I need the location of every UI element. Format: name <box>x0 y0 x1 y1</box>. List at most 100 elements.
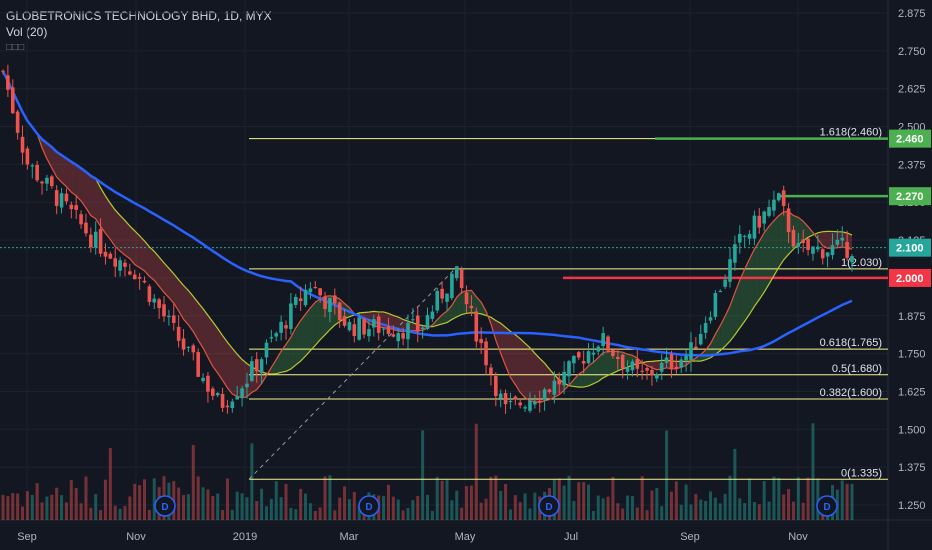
candle[interactable] <box>211 386 215 401</box>
candle[interactable] <box>298 286 303 311</box>
candle[interactable] <box>64 188 69 205</box>
candle[interactable] <box>279 315 283 341</box>
candle[interactable] <box>620 353 625 379</box>
candle[interactable] <box>430 305 435 322</box>
candle[interactable] <box>450 273 454 301</box>
candle[interactable] <box>220 387 225 412</box>
candle[interactable] <box>49 174 54 189</box>
candle[interactable] <box>586 343 591 365</box>
candle[interactable] <box>567 360 571 385</box>
fibonacci-retracement[interactable]: 1.618(2.460)1(2.030)0.618(1.765)0.5(1.68… <box>248 127 888 480</box>
candle[interactable] <box>718 289 723 293</box>
candle[interactable] <box>230 398 235 413</box>
candle[interactable] <box>308 282 313 300</box>
candle[interactable] <box>420 325 425 339</box>
candle[interactable] <box>816 235 820 253</box>
candle[interactable] <box>196 348 200 378</box>
candle[interactable] <box>328 297 332 323</box>
candle[interactable] <box>318 288 322 303</box>
candle[interactable] <box>635 349 640 378</box>
candle[interactable] <box>454 265 459 281</box>
candle[interactable] <box>459 266 464 294</box>
candle[interactable] <box>269 329 274 343</box>
candle[interactable] <box>191 343 196 361</box>
candle[interactable] <box>396 327 401 350</box>
candle[interactable] <box>259 357 264 384</box>
candle[interactable] <box>640 359 644 380</box>
candle[interactable] <box>362 317 366 339</box>
candle[interactable] <box>79 210 83 229</box>
candle[interactable] <box>464 285 469 313</box>
candle[interactable] <box>332 288 337 315</box>
candle[interactable] <box>757 207 762 234</box>
dividend-marker[interactable]: D <box>154 495 176 517</box>
candle[interactable] <box>20 125 25 165</box>
candle[interactable] <box>796 233 801 254</box>
candle[interactable] <box>494 372 498 407</box>
candles[interactable] <box>1 64 854 414</box>
candle[interactable] <box>596 345 601 356</box>
candle[interactable] <box>537 390 542 413</box>
candle[interactable] <box>347 319 352 332</box>
candle[interactable] <box>201 373 205 384</box>
candle[interactable] <box>767 199 771 218</box>
candle[interactable] <box>142 276 147 284</box>
candle[interactable] <box>152 294 157 310</box>
candle[interactable] <box>123 259 127 277</box>
candle[interactable] <box>503 389 508 414</box>
dividend-marker[interactable]: D <box>816 495 838 517</box>
candle[interactable] <box>337 301 342 328</box>
candle[interactable] <box>6 64 10 97</box>
candle[interactable] <box>572 355 576 373</box>
candle[interactable] <box>820 247 825 265</box>
candle[interactable] <box>415 307 420 343</box>
candle[interactable] <box>733 235 737 271</box>
candle[interactable] <box>147 284 152 306</box>
candle[interactable] <box>357 313 361 341</box>
dividend-marker[interactable]: D <box>538 495 560 517</box>
candle[interactable] <box>181 329 186 356</box>
candle[interactable] <box>376 313 381 341</box>
candle[interactable] <box>254 352 259 383</box>
candle[interactable] <box>352 318 357 343</box>
candle[interactable] <box>523 405 527 412</box>
candle[interactable] <box>137 272 142 290</box>
candle[interactable] <box>367 319 371 342</box>
candle[interactable] <box>406 314 410 349</box>
candle[interactable] <box>108 251 113 260</box>
candle[interactable] <box>591 342 596 363</box>
candle[interactable] <box>562 361 566 395</box>
candle[interactable] <box>601 326 605 356</box>
candle[interactable] <box>645 365 649 380</box>
candle[interactable] <box>615 348 620 370</box>
candle[interactable] <box>445 293 449 311</box>
candle[interactable] <box>391 325 396 338</box>
candle[interactable] <box>289 293 293 335</box>
candle[interactable] <box>386 317 391 337</box>
candle[interactable] <box>240 385 244 407</box>
candle[interactable] <box>284 320 288 340</box>
price-axis[interactable]: 2.8752.7502.6252.5002.3752.2502.1252.000… <box>898 8 926 512</box>
candle[interactable] <box>89 227 93 253</box>
candle[interactable] <box>703 316 708 339</box>
candle[interactable] <box>235 386 240 400</box>
candle[interactable] <box>474 307 479 348</box>
candle[interactable] <box>45 174 49 191</box>
candle[interactable] <box>372 314 376 337</box>
candle[interactable] <box>59 187 64 214</box>
candle[interactable] <box>35 160 39 183</box>
candle[interactable] <box>69 201 74 219</box>
candle[interactable] <box>723 274 727 289</box>
candle[interactable] <box>542 387 547 411</box>
candle[interactable] <box>30 163 35 179</box>
candle[interactable] <box>830 233 835 260</box>
candle[interactable] <box>679 356 684 374</box>
time-axis[interactable]: Sep Nov 2019 Mar May Jul Sep Nov <box>17 531 808 543</box>
candle[interactable] <box>250 356 254 382</box>
candle[interactable] <box>786 203 791 243</box>
candle[interactable] <box>274 331 279 342</box>
candle[interactable] <box>674 355 679 374</box>
candle[interactable] <box>54 185 59 215</box>
candle[interactable] <box>708 311 713 324</box>
candle[interactable] <box>777 192 781 202</box>
